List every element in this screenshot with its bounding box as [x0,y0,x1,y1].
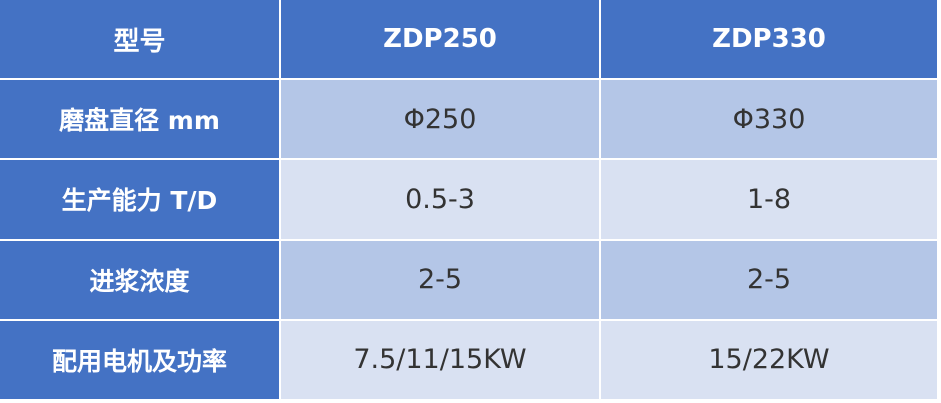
header-model: 型号 [0,0,281,80]
header-zdp250: ZDP250 [279,0,601,80]
cell-value: 0.5-3 [279,158,601,241]
table-row: 配用电机及功率 7.5/11/15KW 15/22KW [0,318,939,402]
row-label: 生产能力 T/D [0,158,281,241]
header-zdp330: ZDP330 [599,0,939,80]
cell-value: Φ330 [599,77,939,161]
table-row: 磨盘直径 mm Φ250 Φ330 [0,77,939,161]
cell-value: 2-5 [599,238,939,321]
cell-value: 15/22KW [599,318,939,402]
row-label: 配用电机及功率 [0,318,281,402]
row-label: 进浆浓度 [0,238,281,321]
row-label: 磨盘直径 mm [0,77,281,161]
cell-value: 1-8 [599,158,939,241]
cell-value: Φ250 [279,77,601,161]
table-row: 进浆浓度 2-5 2-5 [0,238,939,321]
cell-value: 7.5/11/15KW [279,318,601,402]
table-row: 生产能力 T/D 0.5-3 1-8 [0,158,939,241]
cell-value: 2-5 [279,238,601,321]
header-row: 型号 ZDP250 ZDP330 [0,0,939,80]
